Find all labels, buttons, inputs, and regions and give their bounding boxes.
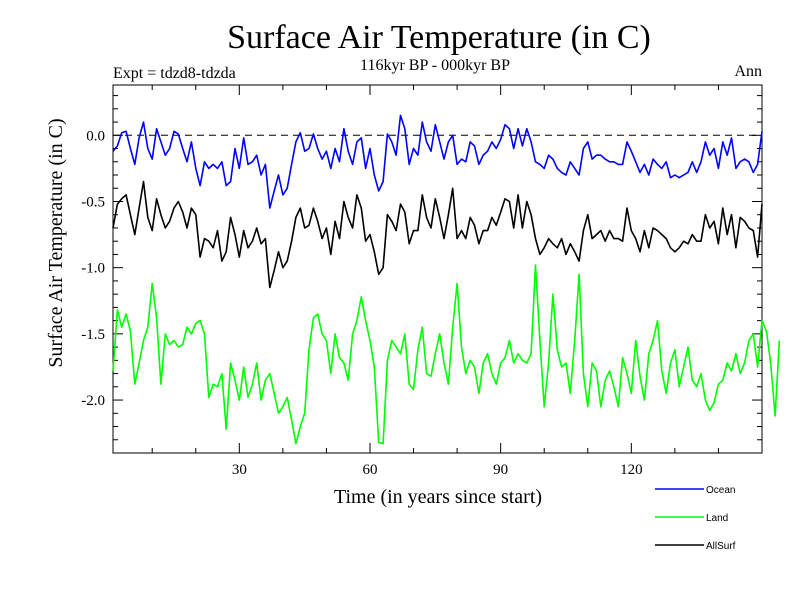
y-tick-label: -0.5 bbox=[81, 194, 105, 210]
plot-frame bbox=[112, 84, 763, 454]
x-tick-label: 60 bbox=[362, 462, 377, 478]
legend: Ocean Land AllSurf bbox=[655, 485, 736, 552]
experiment-label: Expt = tdzd8-tdzda bbox=[113, 65, 236, 82]
y-tick-label: -1.5 bbox=[81, 327, 105, 343]
series-line-ocean bbox=[112, 114, 763, 209]
chart-subtitle: 116kyr BP - 000kyr BP bbox=[360, 57, 510, 74]
x-axis-label: Time (in years since start) bbox=[334, 486, 542, 508]
y-axis-label: Surface Air Temperature (in C) bbox=[45, 118, 67, 367]
series-line-allsurf bbox=[112, 180, 763, 289]
series-line-land bbox=[112, 264, 781, 445]
y-tick-label: 0.0 bbox=[86, 128, 105, 144]
x-tick-label: 30 bbox=[232, 462, 247, 478]
legend-label-allsurf: AllSurf bbox=[706, 541, 736, 552]
chart-title: Surface Air Temperature (in C) bbox=[227, 19, 651, 56]
x-tick-label: 90 bbox=[493, 462, 508, 478]
series-lines bbox=[112, 114, 781, 445]
y-tick-label: -2.0 bbox=[81, 393, 105, 409]
x-tick-label: 120 bbox=[620, 462, 643, 478]
y-tick-label: -1.0 bbox=[81, 261, 105, 277]
legend-label-land: Land bbox=[706, 513, 728, 524]
x-axis-ticks: 30 60 90 120 bbox=[151, 85, 763, 478]
season-label: Ann bbox=[734, 63, 762, 80]
plot-area bbox=[112, 84, 763, 454]
legend-label-ocean: Ocean bbox=[706, 485, 735, 496]
y-axis-ticks: 0.0 -0.5 -1.0 -1.5 -2.0 bbox=[81, 95, 762, 454]
